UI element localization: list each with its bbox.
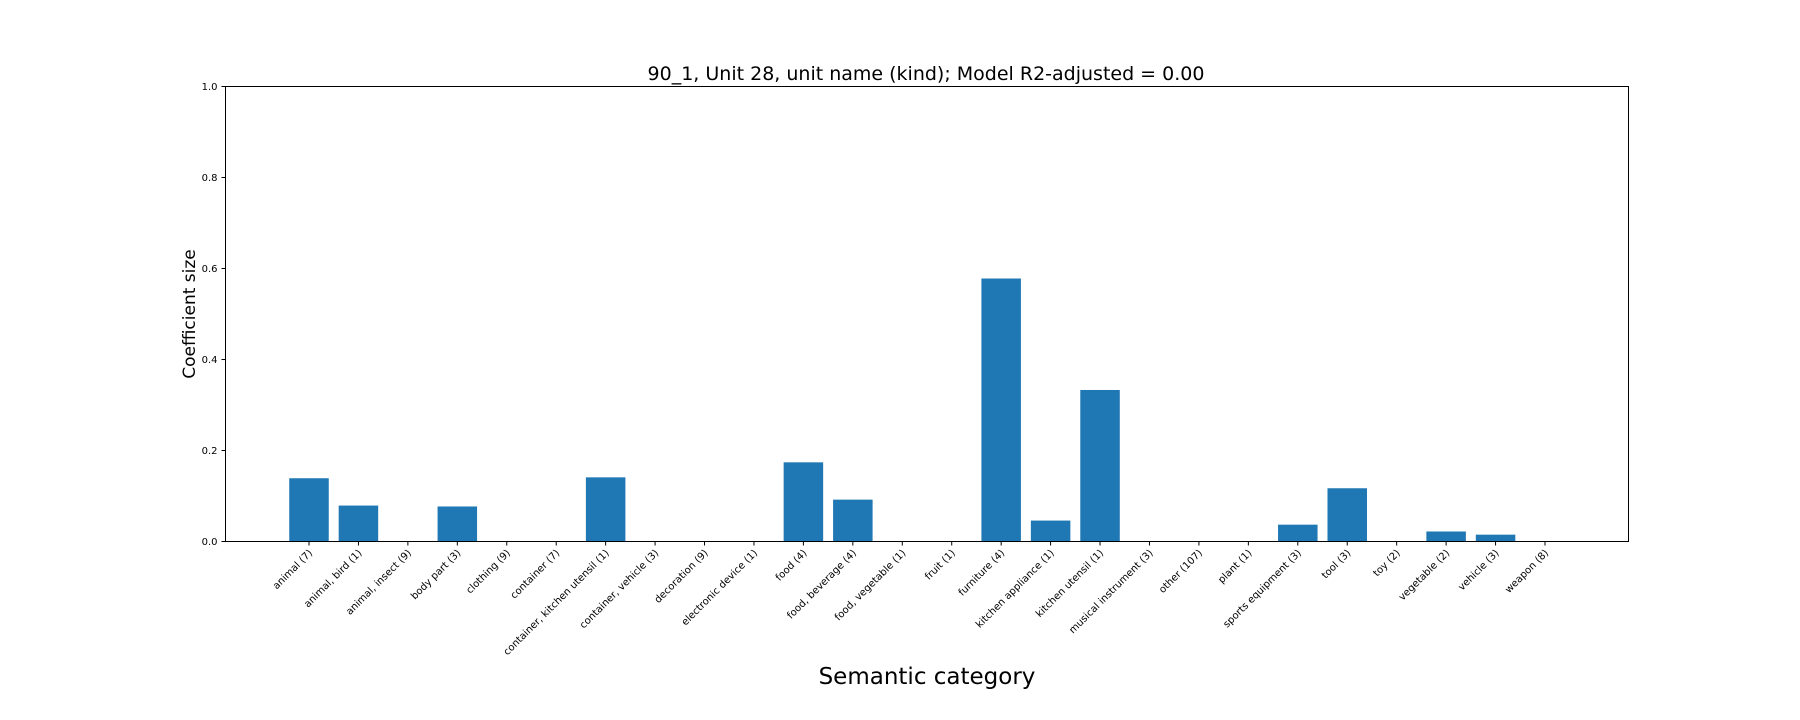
y-tick-label: 0.0 — [202, 537, 218, 548]
y-tick-label: 1.0 — [202, 82, 218, 93]
y-tick-label: 0.2 — [202, 446, 218, 457]
bar — [1278, 524, 1318, 542]
chart-title: 90_1, Unit 28, unit name (kind); Model R… — [648, 63, 1205, 85]
bar — [289, 478, 329, 542]
bar — [585, 477, 626, 542]
x-axis-title: Semantic category — [819, 664, 1036, 690]
bars-group — [289, 278, 1516, 542]
bar — [1475, 534, 1516, 542]
bar — [1327, 488, 1367, 542]
bar — [783, 462, 824, 542]
bar — [437, 506, 478, 542]
y-tick-label: 0.6 — [202, 264, 218, 275]
y-tick-label: 0.8 — [202, 173, 218, 184]
bar — [833, 499, 873, 542]
plot-frame — [225, 86, 1629, 542]
y-axis: 0.0 0.2 0.4 0.6 0.8 1.0 — [202, 82, 226, 548]
y-tick-label: 0.4 — [202, 355, 218, 366]
bar — [338, 505, 379, 542]
bar — [1080, 389, 1120, 542]
bar — [981, 278, 1021, 542]
bar — [1426, 531, 1466, 542]
y-axis-title: Coefficient size — [180, 249, 200, 379]
bar — [1030, 520, 1071, 542]
